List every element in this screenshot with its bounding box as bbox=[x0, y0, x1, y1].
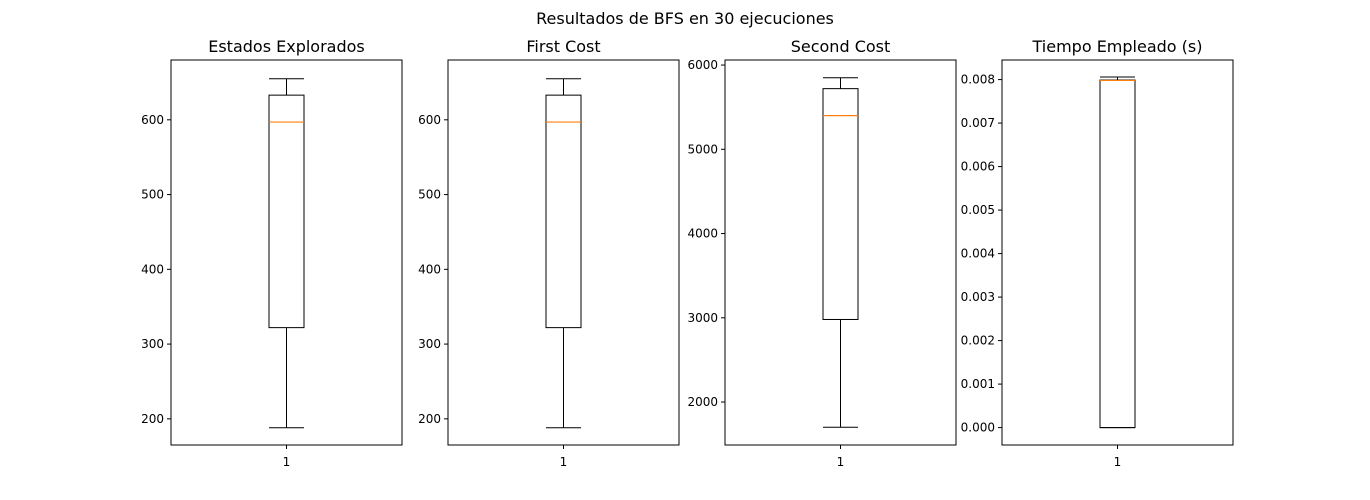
x-tick-label: 1 bbox=[283, 455, 291, 469]
y-tick-label: 400 bbox=[418, 262, 441, 276]
y-tick-label: 200 bbox=[141, 412, 164, 426]
box-iqr bbox=[822, 88, 859, 320]
x-tick-label: 1 bbox=[837, 455, 845, 469]
x-tick-label: 1 bbox=[1114, 455, 1122, 469]
y-tick-label: 0.004 bbox=[961, 247, 995, 261]
box-iqr bbox=[268, 94, 305, 329]
axes-frame bbox=[724, 59, 957, 446]
subplot-title: Tiempo Empleado (s) bbox=[1032, 37, 1203, 56]
y-tick-label: 3000 bbox=[687, 311, 718, 325]
axes-frame bbox=[170, 59, 403, 446]
subplot-3: Second Cost 2000 3000 4000 5000 6000 1 bbox=[687, 37, 957, 469]
axes-frame bbox=[1001, 59, 1234, 446]
y-tick-label: 0.007 bbox=[961, 116, 995, 130]
y-tick-label: 200 bbox=[418, 412, 441, 426]
subplot-1: Estados Explorados 200 300 400 500 600 1 bbox=[141, 37, 403, 469]
y-tick-label: 0.008 bbox=[961, 73, 995, 87]
axes-frame bbox=[447, 59, 680, 446]
subplots: Estados Explorados2003004005006001First … bbox=[141, 37, 1234, 469]
y-tick-label: 300 bbox=[418, 337, 441, 351]
y-tick-label: 4000 bbox=[687, 227, 718, 241]
y-tick-label: 2000 bbox=[687, 395, 718, 409]
x-tick-label: 1 bbox=[560, 455, 568, 469]
y-tick-label: 0.003 bbox=[961, 290, 995, 304]
y-tick-label: 6000 bbox=[687, 58, 718, 72]
subplot-title: Second Cost bbox=[791, 37, 891, 56]
box-iqr bbox=[545, 94, 582, 329]
y-tick-label: 0.001 bbox=[961, 377, 995, 391]
box-iqr bbox=[1099, 79, 1136, 429]
figure-suptitle: Resultados de BFS en 30 ejecuciones bbox=[536, 9, 834, 28]
subplot-title: First Cost bbox=[526, 37, 600, 56]
y-tick-label: 5000 bbox=[687, 142, 718, 156]
y-tick-label: 0.002 bbox=[961, 334, 995, 348]
y-tick-label: 600 bbox=[418, 113, 441, 127]
subplot-title: Estados Explorados bbox=[208, 37, 365, 56]
subplot-2: First Cost 200 300 400 500 600 1 bbox=[418, 37, 680, 469]
subplot-4: Tiempo Empleado (s) 0.000 0.001 0.002 0.003 0… bbox=[961, 37, 1234, 469]
y-tick-label: 400 bbox=[141, 262, 164, 276]
y-tick-label: 300 bbox=[141, 337, 164, 351]
y-tick-label: 500 bbox=[418, 188, 441, 202]
y-tick-label: 0.006 bbox=[961, 160, 995, 174]
y-tick-label: 500 bbox=[141, 188, 164, 202]
y-tick-label: 0.005 bbox=[961, 203, 995, 217]
y-tick-label: 0.000 bbox=[961, 421, 995, 435]
y-tick-label: 600 bbox=[141, 113, 164, 127]
